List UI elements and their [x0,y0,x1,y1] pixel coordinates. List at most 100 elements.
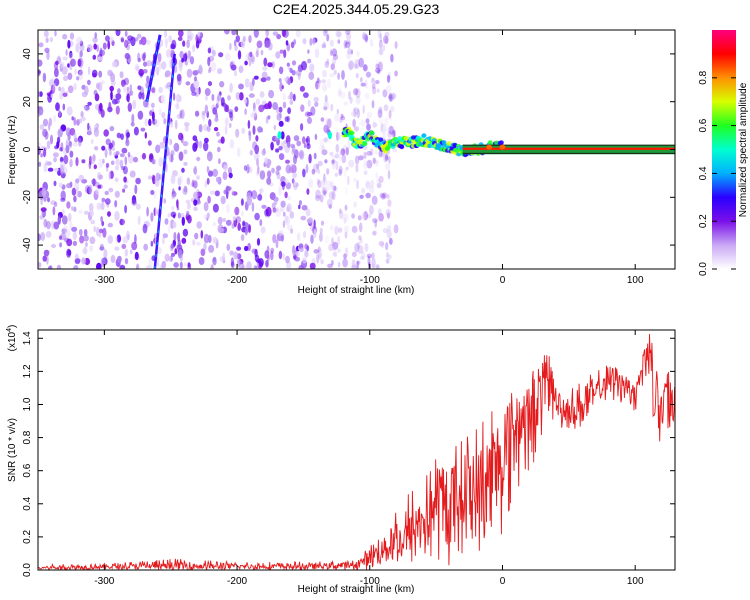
noise-blob [59,242,62,248]
noise-blob [144,118,148,127]
noise-blob [278,78,282,83]
noise-blob [147,140,152,146]
noise-blob [365,118,370,124]
noise-blob [344,80,348,89]
noise-blob [66,106,73,116]
noise-blob [107,222,114,228]
track-blob [277,131,282,140]
noise-blob [208,234,212,244]
noise-blob [367,255,371,266]
noise-blob [102,158,105,164]
noise-blob [99,49,106,56]
noise-blob [140,127,146,132]
noise-blob [49,36,54,43]
noise-blob [365,71,372,78]
noise-blob [183,185,188,193]
noise-blob [313,249,320,254]
noise-blob [141,152,147,160]
noise-blob [387,169,391,180]
noise-blob [320,220,325,226]
x-tick-label: 0 [500,275,506,286]
noise-blob [115,30,121,37]
noise-blob [319,232,323,242]
noise-blob [231,190,234,196]
y-tick-label: 1.2 [22,364,33,378]
noise-blob [131,199,137,206]
noise-blob [84,184,91,194]
noise-blob [193,191,199,199]
noise-blob [326,58,330,65]
noise-blob [344,231,348,239]
track-blob [327,131,332,140]
noise-blob [346,32,352,41]
noise-blob [53,78,60,87]
noise-blob [187,262,191,268]
noise-blob [78,57,84,68]
noise-blob [352,118,356,128]
noise-blob [264,250,270,259]
noise-blob [176,199,179,208]
noise-blob [256,41,262,49]
noise-blob [252,102,256,111]
noise-blob [40,232,46,241]
noise-blob [114,246,120,251]
noise-blob [200,248,206,257]
noise-blob [96,202,102,211]
noise-blob [282,253,286,261]
noise-blob [121,147,128,154]
noise-blob [219,81,225,88]
noise-blob [323,189,327,197]
noise-blob [212,168,219,177]
noise-blob [378,240,385,247]
noise-blob [300,104,305,112]
noise-blob [293,154,297,165]
noise-blob [125,129,130,139]
noise-blob [341,154,347,164]
noise-blob [375,59,379,67]
noise-blob [343,40,348,49]
noise-blob [246,195,253,206]
noise-blob [279,207,285,213]
noise-blob [67,63,70,68]
noise-blob [302,38,307,45]
noise-blob [346,50,352,60]
noise-blob [345,166,349,171]
noise-blob [363,159,368,170]
noise-blob [193,79,200,89]
noise-blob [247,166,253,173]
noise-blob [217,216,223,225]
noise-blob [282,220,286,228]
noise-blob [195,138,199,149]
noise-blob [331,159,335,165]
noise-blob [243,98,248,104]
noise-blob [337,86,342,94]
noise-blob [314,48,320,58]
noise-blob [317,179,322,189]
y-tick-label: 1.4 [22,331,33,345]
noise-blob [375,172,379,179]
noise-blob [38,142,41,147]
noise-blob [170,121,174,128]
noise-blob [337,39,341,44]
noise-blob [366,151,372,156]
noise-blob [73,83,77,91]
noise-blob [284,215,289,224]
noise-blob [366,111,373,119]
noise-blob [330,63,335,71]
noise-blob [323,137,328,143]
noise-blob [285,159,290,164]
noise-blob [291,164,297,174]
colorbar-gradient [712,30,736,269]
noise-blob [291,178,295,184]
noise-blob [302,257,307,264]
noise-blob [122,165,128,175]
noise-blob [235,128,240,138]
noise-blob [57,128,63,138]
noise-blob [100,109,105,118]
y-tick-label: 0.8 [22,430,33,444]
noise-blob [344,225,349,234]
noise-blob [227,95,231,101]
noise-blob [366,213,372,219]
noise-blob [262,66,268,71]
noise-blob [382,227,389,234]
